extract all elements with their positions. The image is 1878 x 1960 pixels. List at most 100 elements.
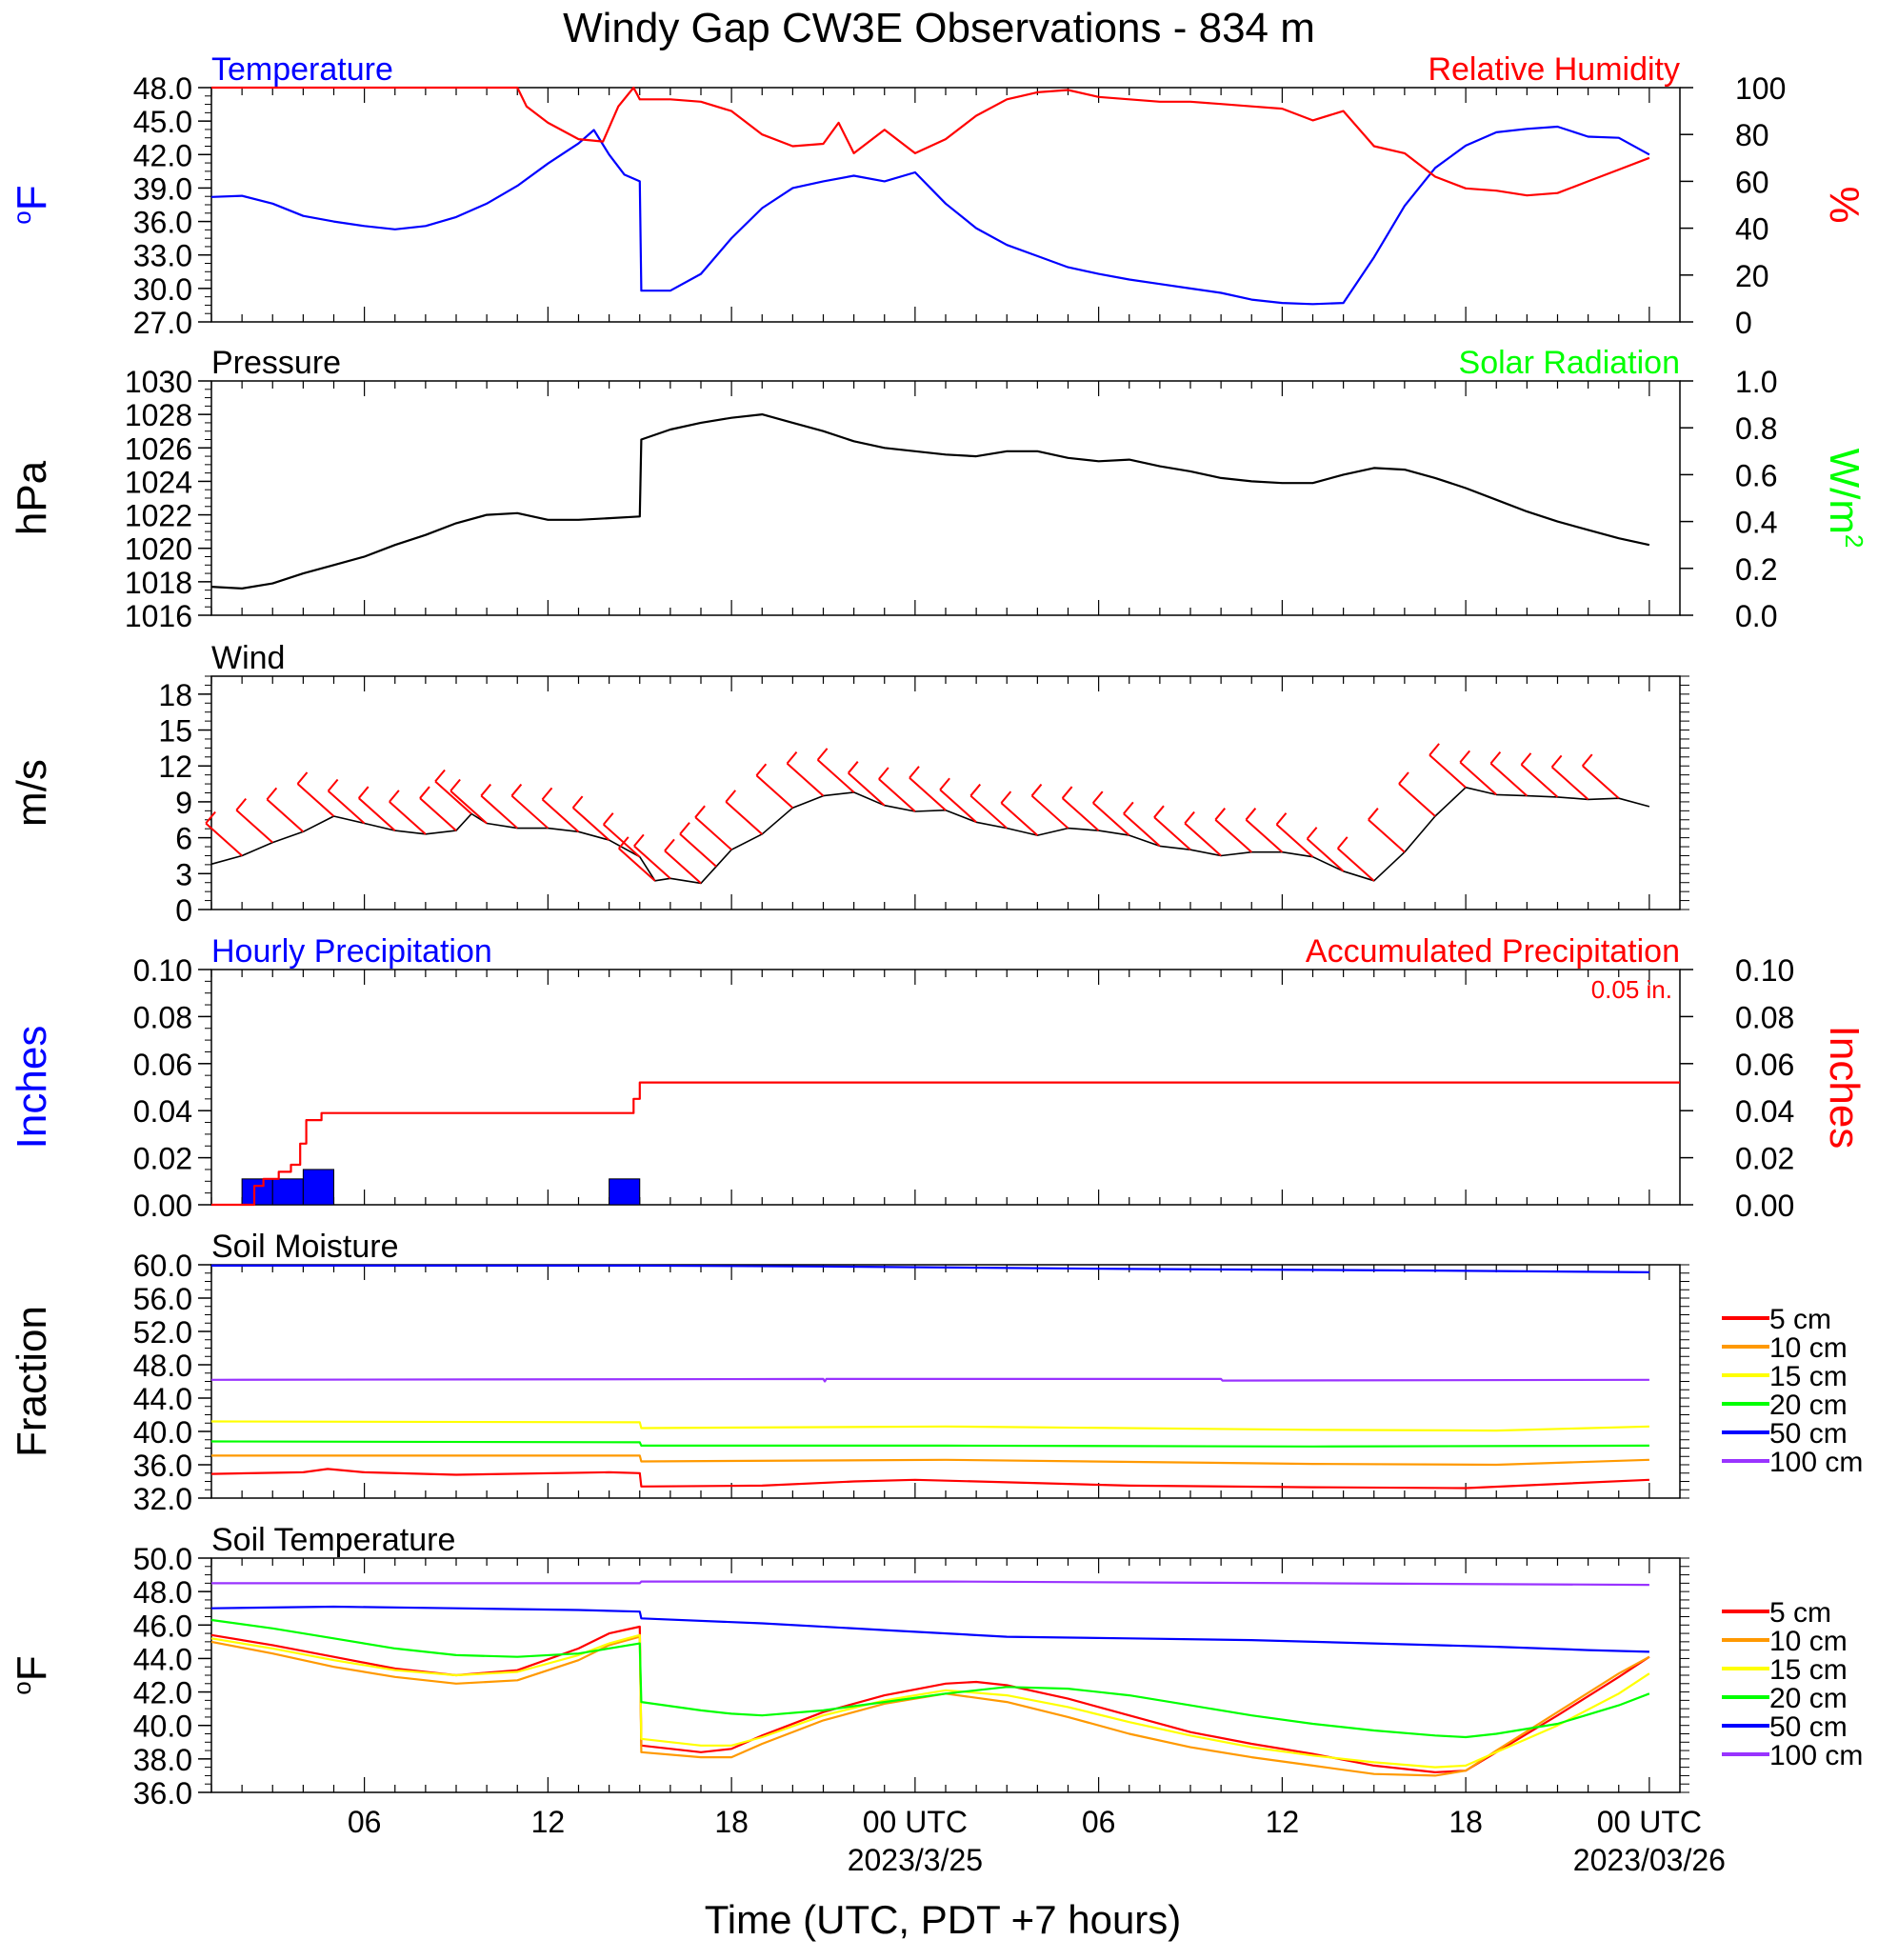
panel-6-left-label: oF [8,1655,55,1694]
panel-5-series-5-cm [210,1468,1649,1490]
panel-2-ytick-label: 1028 [125,398,192,432]
panel-3-ytick-label: 9 [175,786,192,820]
panel-3-wind-barb-feather [1520,752,1532,766]
panel-3-wind-barb [1123,812,1161,848]
panel-6-ytick-label: 36.0 [133,1776,192,1810]
panel-4-rtick-label: 0.06 [1735,1048,1794,1082]
panel-3-wind-barb-feather [1061,786,1073,799]
panel-3-wind-barb-feather [1153,805,1165,818]
x-tick-date: 2023/03/26 [1573,1843,1726,1877]
panel-4-bar [302,1169,334,1206]
panel-3-wind-barb [1000,802,1039,836]
panel-4-left-label: Inches [9,1026,55,1150]
panel-1-ytick-label: 48.0 [133,71,192,106]
panel-2-right-label: W/m2 [1821,449,1868,549]
panel-4-ytick-label: 0.04 [133,1094,192,1129]
panel-6-series-15-cm [210,1633,1650,1769]
panel-3-wind-barb [296,783,335,817]
panel-3-wind-barb [848,771,886,807]
panel-3-wind-barb [1428,754,1467,789]
panel-1-ytick-label: 30.0 [133,272,192,307]
panel-3-wind-barb [725,801,763,835]
panel-3-wind-barb [1489,762,1528,797]
panel-3-wind-barb-feather [1123,801,1134,815]
panel-6-legend-label: 15 cm [1769,1654,1848,1686]
panel-5-legend-label: 50 cm [1769,1418,1848,1450]
panel-3-wind-barb-feather [602,812,614,826]
panel-2-ytick-label: 1026 [125,431,192,466]
panel-3-wind-barb [327,790,366,825]
panel-3-wind-barb [510,794,549,830]
x-tick-label: 12 [531,1805,566,1839]
panel-3-wind-barb [878,778,916,812]
panel-3-wind-barb [419,797,457,831]
panel-4-left-title: Hourly Precipitation [211,933,492,970]
panel-3-wind-barb [633,845,671,880]
panel-4-right-label: Inches [1821,1026,1868,1150]
panel-3-wind-barb [541,798,580,833]
panel-1-rtick-label: 80 [1735,118,1769,152]
x-tick-label: 18 [714,1805,749,1839]
panel-2-ytick-label: 1020 [125,532,192,567]
panel-1-rtick-label: 60 [1735,165,1769,199]
panel-4-rtick-label: 0.00 [1735,1189,1794,1223]
panel-1-ytick-label: 33.0 [133,239,192,273]
panel-5-legend-label: 15 cm [1769,1361,1848,1392]
panel-3-wind-barb [969,794,1008,830]
panel-3-wind-barb-feather [1581,753,1593,767]
panel-6-series-50-cm [210,1605,1649,1653]
panel-2-ytick-label: 1018 [125,566,192,600]
panel-3-wind-barb [1275,823,1314,858]
panel-3-wind-barb-feather [1306,827,1318,840]
panel-1-series-relative-humidity [211,86,1650,197]
panel-4-frame [210,969,1681,1206]
panel-1-ytick-label: 45.0 [133,105,192,139]
panel-4-ytick-label: 0.10 [133,953,192,988]
panel-4-ytick-label: 0.08 [133,1000,192,1034]
panel-3-wind-barb [1214,818,1252,853]
panel-3-wind-barb-feather [694,805,706,818]
panel-3-wind-barb [1184,822,1222,857]
x-axis-title: Time (UTC, PDT +7 hours) [705,1897,1182,1942]
panel-2-ytick-label: 1024 [125,465,192,499]
panel-6-legend-label: 10 cm [1769,1626,1848,1657]
panel-3-wind-barb-feather [1489,751,1502,765]
panel-3-wind-barb-feather [357,786,370,799]
panel-3-wind-barb [1520,764,1559,798]
panel-1-rtick-label: 40 [1735,212,1769,247]
panel-3-wind-barb-feather [510,783,523,797]
panel-3-wind-barb [694,816,732,850]
panel-5-series-10-cm [211,1454,1649,1467]
panel-3-wind-barb [571,807,610,841]
x-tick-label: 12 [1266,1805,1300,1839]
panel-3-ytick-label: 6 [175,822,192,856]
panel-3-wind-barb [1368,818,1406,853]
panel-3-wind-barb [755,774,794,809]
panel-5-ytick-label: 60.0 [133,1249,192,1283]
panels: 27.030.033.036.039.042.045.048.002040608… [8,51,1868,1877]
panel-3-wind-barb-feather [1336,836,1349,850]
panel-3-wind-barb-feather [1398,771,1409,785]
panel-2-left-title: Pressure [211,345,341,381]
panel-1-right-label: % [1821,186,1868,223]
panel-5-series-20-cm [210,1440,1649,1448]
panel-3-wind-barb [618,848,656,882]
panel-5-series-100-cm [210,1377,1649,1383]
panel-6-legend-label: 100 cm [1769,1740,1863,1771]
panel-1-left-label: oF [8,185,55,224]
panel-3-wind-barb-feather [327,778,339,792]
panel-3-left-label: m/s [9,759,55,827]
panel-3-wind-barb [450,790,488,825]
panel-3-wind-barb [786,762,825,797]
x-tick-label: 00 UTC [1597,1805,1702,1839]
panel-1-ytick-label: 39.0 [133,171,192,206]
panel-2-right-title: Solar Radiation [1459,345,1680,381]
panel-3-wind-barb [1092,802,1130,836]
panel-6-legend-label: 50 cm [1769,1711,1848,1743]
panel-4-ytick-label: 0.02 [133,1142,192,1176]
panel-1-rtick-label: 20 [1735,259,1769,293]
panel-3-ytick-label: 18 [158,678,192,712]
panel-3-wind-barb [205,822,243,857]
panel-3-left-title: Wind [211,640,285,676]
panel-3-wind-barb-feather [571,795,584,809]
